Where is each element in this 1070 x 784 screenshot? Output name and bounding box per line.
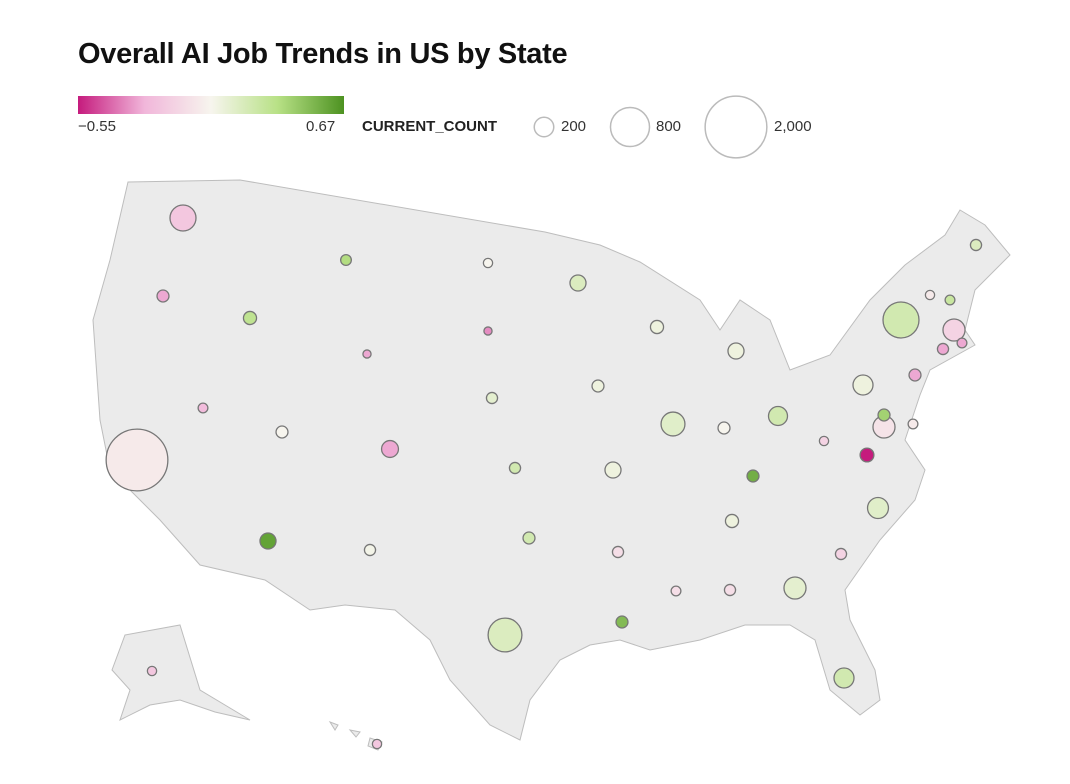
state-bubble-mn[interactable]: [569, 274, 587, 292]
state-bubble-ky[interactable]: [746, 469, 760, 483]
state-bubble-tn[interactable]: [724, 513, 740, 529]
state-bubble-il[interactable]: [660, 411, 686, 437]
state-bubble-ms[interactable]: [670, 585, 682, 597]
size-legend-label-2000: 2,000: [774, 118, 812, 135]
state-bubble-az[interactable]: [259, 532, 277, 550]
state-bubble-tx[interactable]: [487, 617, 523, 653]
state-bubble-ct[interactable]: [936, 342, 950, 356]
size-legend-circle-200: [533, 116, 555, 138]
state-bubble-in[interactable]: [717, 421, 731, 435]
state-bubble-de[interactable]: [877, 408, 891, 422]
state-bubble-me[interactable]: [969, 238, 983, 252]
state-bubble-la[interactable]: [615, 615, 629, 629]
state-bubble-ri[interactable]: [956, 337, 968, 349]
state-bubble-mt[interactable]: [340, 254, 352, 266]
color-legend-max: 0.67: [306, 118, 336, 135]
chart-title: Overall AI Job Trends in US by State: [78, 38, 568, 70]
state-bubble-ne[interactable]: [485, 391, 499, 405]
size-legend-label-200: 200: [561, 118, 587, 135]
size-legend-label-800: 800: [656, 118, 682, 135]
state-bubble-al[interactable]: [723, 583, 737, 597]
state-bubble-mo[interactable]: [604, 461, 622, 479]
color-legend-min: −0.55: [78, 118, 116, 135]
state-bubble-id[interactable]: [242, 310, 258, 326]
alaska-shape: [111, 624, 251, 721]
state-bubble-nj[interactable]: [908, 368, 922, 382]
state-bubble-ga[interactable]: [783, 576, 807, 600]
state-bubble-mi[interactable]: [727, 342, 745, 360]
state-bubble-ar[interactable]: [611, 545, 625, 559]
state-bubble-dc[interactable]: [907, 418, 919, 430]
state-bubble-or[interactable]: [156, 289, 170, 303]
state-bubble-oh[interactable]: [767, 405, 789, 427]
state-bubble-co[interactable]: [380, 439, 400, 459]
color-legend-gradient: [78, 96, 344, 114]
state-bubble-vt[interactable]: [924, 289, 936, 301]
state-bubble-ca[interactable]: [105, 428, 169, 492]
state-bubble-nv[interactable]: [197, 402, 209, 414]
state-bubble-ny[interactable]: [882, 301, 920, 339]
state-bubble-hi[interactable]: [371, 738, 383, 750]
state-bubble-nm[interactable]: [363, 543, 377, 557]
state-bubble-nh[interactable]: [944, 294, 956, 306]
contiguous-us-shape: [92, 179, 1011, 741]
state-bubble-va[interactable]: [859, 447, 875, 463]
state-bubble-sd[interactable]: [483, 326, 493, 336]
state-bubble-ks[interactable]: [508, 461, 522, 475]
state-bubble-nd[interactable]: [482, 257, 494, 269]
state-bubble-ok[interactable]: [522, 531, 536, 545]
state-bubble-fl[interactable]: [833, 667, 855, 689]
size-legend-circle-2000: [704, 95, 768, 159]
state-bubble-ia[interactable]: [591, 379, 605, 393]
state-bubble-pa[interactable]: [852, 374, 874, 396]
state-bubble-wi[interactable]: [649, 319, 665, 335]
state-bubble-ma[interactable]: [942, 318, 966, 342]
state-bubble-ut[interactable]: [275, 425, 289, 439]
state-bubble-wv[interactable]: [818, 435, 830, 447]
size-legend-circle-800: [609, 106, 651, 148]
state-bubble-ak[interactable]: [146, 665, 158, 677]
state-bubble-wa[interactable]: [169, 204, 197, 232]
size-legend-title: CURRENT_COUNT: [362, 118, 497, 135]
state-bubble-wy[interactable]: [362, 349, 372, 359]
state-bubble-sc[interactable]: [834, 547, 848, 561]
state-bubble-nc[interactable]: [866, 496, 890, 520]
